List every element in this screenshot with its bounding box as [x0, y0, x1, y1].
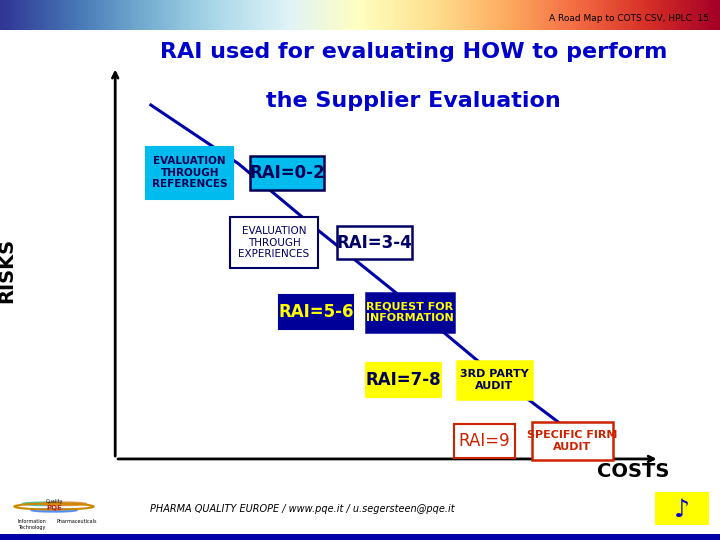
FancyBboxPatch shape — [454, 424, 516, 458]
Text: EVALUATION
THROUGH
EXPERIENCES: EVALUATION THROUGH EXPERIENCES — [238, 226, 310, 259]
Text: RISKS: RISKS — [0, 238, 17, 302]
Text: Quality: Quality — [45, 499, 63, 504]
FancyBboxPatch shape — [366, 363, 441, 397]
FancyBboxPatch shape — [531, 422, 613, 460]
Text: REQUEST FOR
INFORMATION: REQUEST FOR INFORMATION — [366, 302, 454, 323]
Text: ♪: ♪ — [674, 498, 690, 522]
Text: 3RD PARTY
AUDIT: 3RD PARTY AUDIT — [460, 369, 528, 391]
Text: RAI=9: RAI=9 — [459, 432, 510, 450]
Text: RAI used for evaluating HOW to perform: RAI used for evaluating HOW to perform — [160, 42, 667, 62]
Text: Pharmaceuticals: Pharmaceuticals — [56, 519, 96, 524]
Circle shape — [40, 502, 86, 505]
FancyBboxPatch shape — [146, 147, 233, 199]
FancyBboxPatch shape — [250, 156, 324, 190]
Text: PHARMA QUALITY EUROPE / www.pqe.it / u.segersteen@pqe.it: PHARMA QUALITY EUROPE / www.pqe.it / u.s… — [150, 504, 455, 514]
FancyBboxPatch shape — [0, 534, 720, 540]
Text: Information
Technology: Information Technology — [17, 519, 46, 530]
Text: RAI=3-4: RAI=3-4 — [336, 233, 413, 252]
Text: RAI=0-2: RAI=0-2 — [249, 164, 325, 181]
Text: SPECIFIC FIRM
AUDIT: SPECIFIC FIRM AUDIT — [527, 430, 617, 451]
FancyBboxPatch shape — [366, 293, 454, 332]
Text: the Supplier Evaluation: the Supplier Evaluation — [266, 91, 561, 111]
FancyBboxPatch shape — [230, 217, 318, 268]
FancyBboxPatch shape — [279, 295, 354, 329]
Text: EVALUATION
THROUGH
REFERENCES: EVALUATION THROUGH REFERENCES — [152, 156, 228, 189]
Text: COSTS: COSTS — [597, 462, 669, 482]
Text: RAI=5-6: RAI=5-6 — [279, 303, 354, 321]
FancyBboxPatch shape — [337, 226, 412, 259]
FancyBboxPatch shape — [655, 492, 709, 525]
FancyBboxPatch shape — [457, 361, 531, 399]
Circle shape — [22, 502, 68, 505]
Circle shape — [31, 509, 77, 512]
Text: PQE: PQE — [46, 504, 62, 511]
Text: RAI=7-8: RAI=7-8 — [366, 371, 441, 389]
Text: A Road Map to COTS CSV, HPLC  15: A Road Map to COTS CSV, HPLC 15 — [549, 14, 709, 23]
